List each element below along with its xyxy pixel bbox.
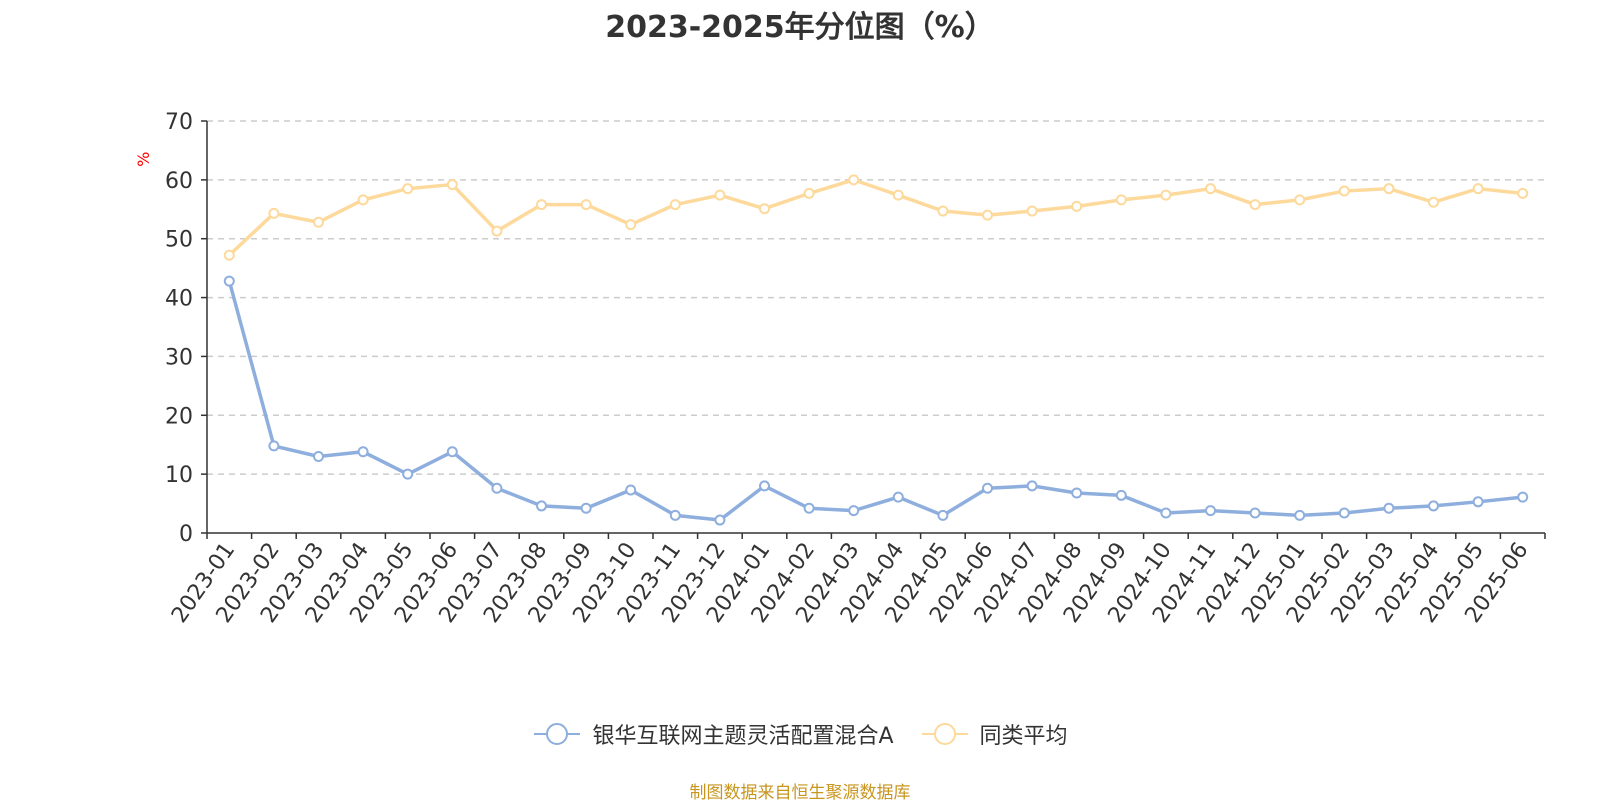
data-point — [313, 450, 324, 462]
data-point — [491, 482, 503, 494]
data-point — [803, 187, 815, 199]
data-point — [892, 189, 904, 201]
data-point — [669, 509, 681, 521]
data-point — [1071, 487, 1083, 499]
data-point — [848, 505, 860, 517]
series-line — [228, 178, 1523, 257]
data-point — [625, 484, 637, 496]
data-point — [536, 500, 547, 512]
y-tick-label: 10 — [165, 463, 193, 488]
data-point — [446, 179, 458, 191]
data-point — [937, 205, 949, 217]
data-point — [357, 194, 369, 206]
data-point — [1383, 183, 1395, 195]
data-point — [759, 480, 770, 492]
data-point — [536, 199, 547, 211]
data-point — [1294, 194, 1306, 206]
data-point — [1517, 187, 1529, 199]
legend-marker-icon — [534, 723, 581, 745]
data-point — [223, 249, 235, 261]
data-point — [402, 183, 414, 195]
data-point — [1428, 500, 1439, 512]
data-point — [268, 440, 280, 452]
data-point — [1205, 183, 1216, 195]
data-point — [1517, 491, 1529, 503]
data-point — [1472, 183, 1484, 195]
legend-label: 同类平均 — [979, 724, 1068, 749]
data-point — [1205, 505, 1216, 517]
data-point — [937, 509, 949, 521]
data-point — [1472, 496, 1484, 508]
data-point — [625, 219, 637, 231]
data-point — [1338, 185, 1350, 197]
data-point — [714, 189, 726, 201]
data-point — [1071, 200, 1083, 212]
data-point — [1115, 194, 1127, 206]
y-tick-label: 20 — [165, 404, 193, 429]
y-tick-label: 60 — [165, 169, 193, 194]
data-point — [1160, 189, 1172, 201]
legend-label: 银华互联网主题灵活配置混合A — [592, 724, 894, 749]
y-tick-label: 40 — [165, 287, 193, 312]
axes — [201, 120, 1546, 539]
data-point — [1026, 205, 1038, 217]
data-point — [982, 209, 993, 221]
data-point — [1383, 502, 1395, 514]
data-point — [1115, 489, 1127, 501]
data-point — [1026, 480, 1038, 492]
data-point — [357, 446, 369, 458]
source-note: 制图数据来自恒生聚源数据库 — [689, 783, 911, 803]
chart-title: 2023-2025年分位图（%） — [605, 10, 995, 45]
series-line — [227, 280, 1523, 522]
data-point — [446, 446, 458, 458]
data-point — [580, 502, 592, 514]
series-lines — [223, 174, 1529, 526]
legend-item[interactable]: 同类平均 — [920, 718, 1068, 750]
legend-marker-icon — [921, 723, 968, 745]
y-tick-label: 0 — [179, 522, 193, 547]
data-point — [402, 468, 414, 480]
data-point — [714, 514, 726, 526]
data-point — [803, 502, 815, 514]
data-point — [580, 199, 592, 211]
data-point — [759, 203, 770, 215]
y-tick-label: 30 — [165, 345, 193, 370]
data-point — [491, 225, 503, 237]
legend: 银华互联网主题灵活配置混合A 同类平均 — [0, 718, 1600, 750]
data-point — [1249, 199, 1261, 211]
y-tick-label: 50 — [165, 228, 193, 253]
data-point — [1338, 507, 1350, 519]
data-point — [1249, 507, 1261, 519]
y-tick-label: 70 — [165, 110, 193, 135]
data-point — [223, 275, 235, 287]
data-point — [1294, 509, 1306, 521]
legend-item[interactable]: 银华互联网主题灵活配置混合A — [532, 718, 894, 750]
data-point — [669, 199, 681, 211]
y-unit-label: % — [134, 152, 153, 167]
data-point — [1160, 507, 1172, 519]
gridlines — [207, 120, 1545, 475]
data-point — [848, 174, 860, 186]
data-point — [892, 491, 904, 503]
data-point — [313, 216, 324, 228]
data-point — [1428, 196, 1439, 208]
data-point — [268, 207, 280, 219]
data-point — [982, 482, 993, 494]
